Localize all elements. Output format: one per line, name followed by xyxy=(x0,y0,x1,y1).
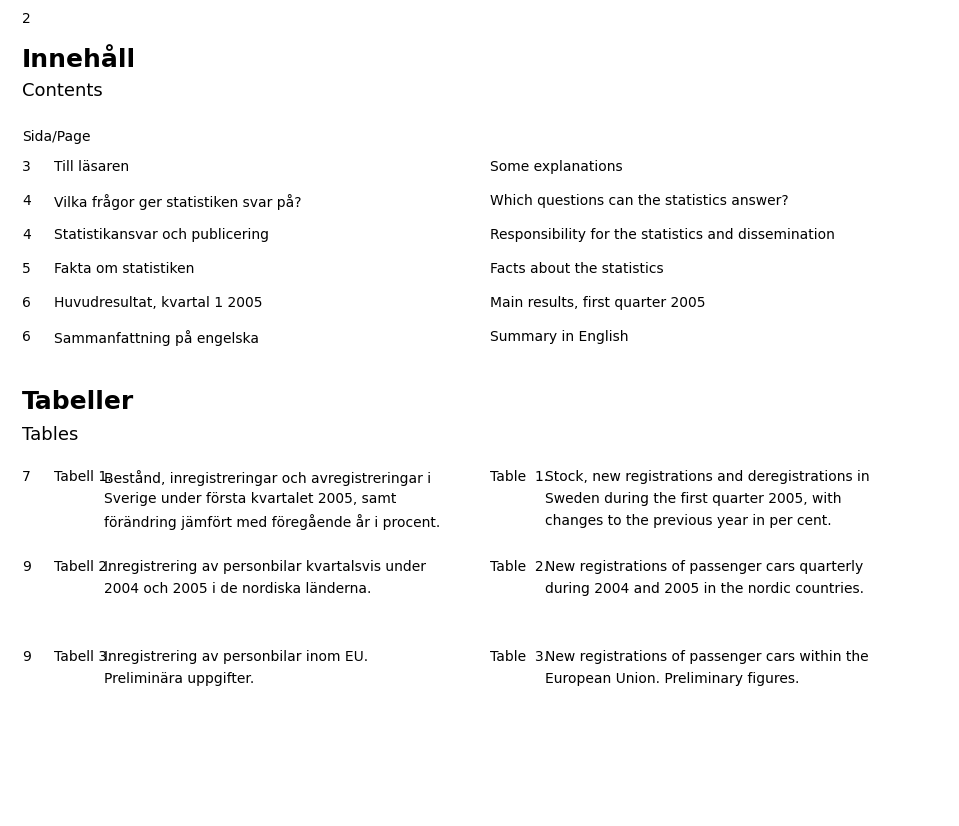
Text: 7: 7 xyxy=(22,470,31,484)
Text: New registrations of passenger cars within the: New registrations of passenger cars with… xyxy=(545,650,869,664)
Text: changes to the previous year in per cent.: changes to the previous year in per cent… xyxy=(545,514,831,528)
Text: Sverige under första kvartalet 2005, samt: Sverige under första kvartalet 2005, sam… xyxy=(104,492,396,506)
Text: Facts about the statistics: Facts about the statistics xyxy=(490,262,664,276)
Text: Till läsaren: Till läsaren xyxy=(54,160,129,174)
Text: 3: 3 xyxy=(22,160,31,174)
Text: Tabeller: Tabeller xyxy=(22,390,134,414)
Text: Stock, new registrations and deregistrations in: Stock, new registrations and deregistrat… xyxy=(545,470,870,484)
Text: Contents: Contents xyxy=(22,82,103,100)
Text: 9: 9 xyxy=(22,560,31,574)
Text: Which questions can the statistics answer?: Which questions can the statistics answe… xyxy=(490,194,788,208)
Text: Sweden during the first quarter 2005, with: Sweden during the first quarter 2005, wi… xyxy=(545,492,841,506)
Text: Some explanations: Some explanations xyxy=(490,160,622,174)
Text: förändring jämfört med föregående år i procent.: förändring jämfört med föregående år i p… xyxy=(104,514,440,530)
Text: Tabell 2.: Tabell 2. xyxy=(54,560,111,574)
Text: Preliminära uppgifter.: Preliminära uppgifter. xyxy=(104,672,254,686)
Text: Inregistrering av personbilar kvartalsvis under: Inregistrering av personbilar kvartalsvi… xyxy=(104,560,426,574)
Text: Innehåll: Innehåll xyxy=(22,48,136,72)
Text: Tables: Tables xyxy=(22,426,79,444)
Text: Summary in English: Summary in English xyxy=(490,330,628,344)
Text: Sida/Page: Sida/Page xyxy=(22,130,90,144)
Text: Vilka frågor ger statistiken svar på?: Vilka frågor ger statistiken svar på? xyxy=(54,194,301,210)
Text: Fakta om statistiken: Fakta om statistiken xyxy=(54,262,195,276)
Text: Huvudresultat, kvartal 1 2005: Huvudresultat, kvartal 1 2005 xyxy=(54,296,263,310)
Text: 5: 5 xyxy=(22,262,31,276)
Text: 2: 2 xyxy=(22,12,31,26)
Text: 4: 4 xyxy=(22,194,31,208)
Text: Statistikansvar och publicering: Statistikansvar och publicering xyxy=(54,228,269,242)
Text: 6: 6 xyxy=(22,296,31,310)
Text: Bestånd, inregistreringar och avregistreringar i: Bestånd, inregistreringar och avregistre… xyxy=(104,470,432,486)
Text: New registrations of passenger cars quarterly: New registrations of passenger cars quar… xyxy=(545,560,863,574)
Text: 9: 9 xyxy=(22,650,31,664)
Text: Table  1.: Table 1. xyxy=(490,470,549,484)
Text: Table  3.: Table 3. xyxy=(490,650,548,664)
Text: 4: 4 xyxy=(22,228,31,242)
Text: Responsibility for the statistics and dissemination: Responsibility for the statistics and di… xyxy=(490,228,835,242)
Text: Table  2.: Table 2. xyxy=(490,560,548,574)
Text: 2004 och 2005 i de nordiska länderna.: 2004 och 2005 i de nordiska länderna. xyxy=(104,582,371,596)
Text: during 2004 and 2005 in the nordic countries.: during 2004 and 2005 in the nordic count… xyxy=(545,582,864,596)
Text: European Union. Preliminary figures.: European Union. Preliminary figures. xyxy=(545,672,800,686)
Text: Tabell 3.: Tabell 3. xyxy=(54,650,111,664)
Text: 6: 6 xyxy=(22,330,31,344)
Text: Inregistrering av personbilar inom EU.: Inregistrering av personbilar inom EU. xyxy=(104,650,368,664)
Text: Tabell 1.: Tabell 1. xyxy=(54,470,111,484)
Text: Main results, first quarter 2005: Main results, first quarter 2005 xyxy=(490,296,706,310)
Text: Sammanfattning på engelska: Sammanfattning på engelska xyxy=(54,330,259,346)
